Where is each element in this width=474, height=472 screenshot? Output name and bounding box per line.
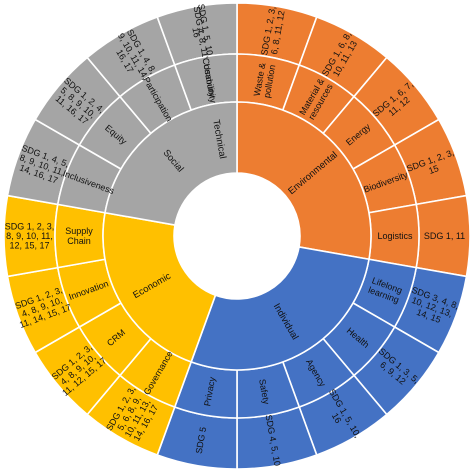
subcategory-label-logistics: Logistics [377, 231, 413, 241]
category-slice-economic [102, 211, 217, 363]
subcategory-label-supply-chain: Supply Chain [65, 226, 93, 246]
outer-ring-sdg [3, 2, 471, 470]
sdg-label-logistics: SDG 1, 11 [424, 231, 465, 241]
category-slice-environmental [236, 101, 372, 261]
category-slice-individual [190, 246, 370, 371]
middle-ring-subcategories [54, 53, 420, 419]
subcategory-label-safety: Safety [257, 378, 271, 405]
sdg-label-supply-chain: SDG 1, 2, 3, 8, 9, 10, 11, 12, 15, 17 [5, 221, 55, 250]
inner-ring-categories [102, 101, 372, 371]
category-slice-social [104, 101, 238, 226]
sdg-label-privacy: SDG 5 [194, 426, 209, 454]
